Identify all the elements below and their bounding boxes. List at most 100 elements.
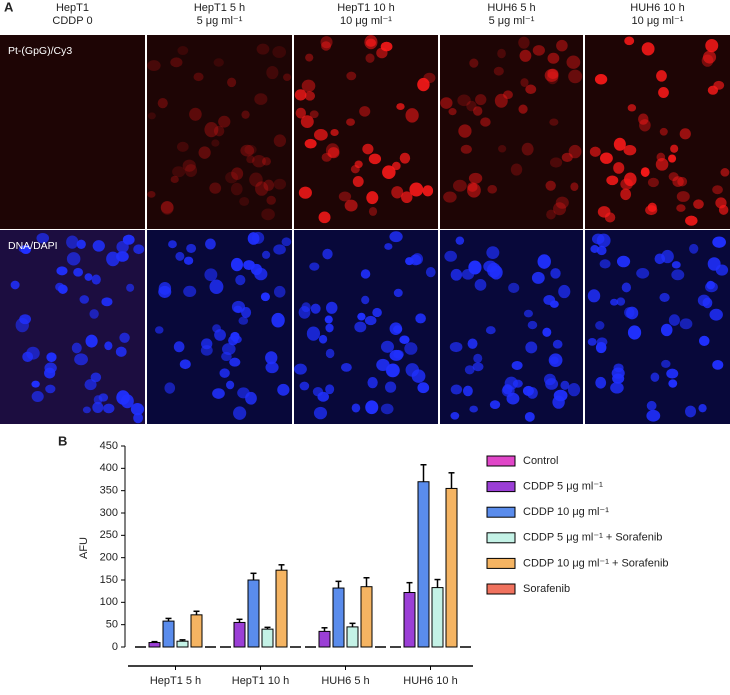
cell-nucleus <box>362 143 374 155</box>
cell-nucleus <box>304 91 316 101</box>
cell-nucleus <box>596 245 607 256</box>
cell-nucleus <box>587 337 597 346</box>
cell-nucleus <box>261 157 271 166</box>
cell-nucleus <box>263 179 275 191</box>
cell-nucleus <box>101 297 113 307</box>
cell-nucleus <box>460 144 472 154</box>
cell-nucleus <box>295 107 306 119</box>
cell-nucleus <box>409 182 424 197</box>
cell-nucleus <box>277 383 290 396</box>
cell-nucleus <box>526 387 538 399</box>
cell-nucleus <box>423 72 436 84</box>
cell-nucleus <box>361 295 370 305</box>
cell-nucleus <box>718 204 729 215</box>
cell-nucleus <box>650 372 660 382</box>
cell-nucleus <box>595 321 605 330</box>
cell-nucleus <box>712 359 724 370</box>
cell-nucleus <box>359 106 371 117</box>
cell-nucleus <box>661 249 674 264</box>
cell-nucleus <box>656 70 667 82</box>
cell-nucleus <box>401 191 413 204</box>
cell-nucleus <box>255 181 269 196</box>
cell-nucleus <box>229 357 241 367</box>
cell-nucleus <box>164 382 176 394</box>
cell-nucleus <box>300 115 314 129</box>
cell-nucleus <box>133 412 144 424</box>
cell-nucleus <box>376 47 388 59</box>
cell-nucleus <box>393 325 403 334</box>
cell-nucleus <box>523 309 533 318</box>
cell-nucleus <box>405 108 419 123</box>
cell-nucleus <box>325 301 338 314</box>
cell-nucleus <box>638 113 649 125</box>
cell-nucleus <box>685 215 698 226</box>
cell-nucleus <box>184 164 198 178</box>
cell-nucleus <box>549 300 559 308</box>
cell-nucleus <box>600 152 613 164</box>
cell-nucleus <box>301 302 311 313</box>
cell-nucleus <box>273 244 286 255</box>
legend-label: CDDP 5 μg ml⁻¹ <box>523 481 603 493</box>
cell-nucleus <box>676 191 690 202</box>
cell-nucleus <box>417 77 430 92</box>
cell-nucleus <box>154 326 164 334</box>
cell-nucleus <box>18 245 27 253</box>
cell-nucleus <box>493 66 504 76</box>
cell-nucleus <box>322 248 333 260</box>
cell-nucleus <box>325 348 335 359</box>
cell-nucleus <box>703 50 717 64</box>
cell-nucleus <box>239 196 250 206</box>
cell-nucleus <box>679 318 693 330</box>
cell-nucleus <box>115 346 127 357</box>
cell-nucleus <box>265 361 279 374</box>
y-tick-label: 100 <box>100 596 118 608</box>
cell-nucleus <box>693 199 704 210</box>
cell-nucleus <box>415 313 426 324</box>
cell-nucleus <box>494 93 508 108</box>
cell-nucleus <box>566 55 581 69</box>
cell-nucleus <box>520 78 529 87</box>
cell-nucleus <box>595 376 607 389</box>
cell-nucleus <box>240 144 255 157</box>
cell-nucleus <box>384 381 397 393</box>
cell-nucleus <box>422 185 434 197</box>
cell-nucleus <box>449 341 463 353</box>
cell-nucleus <box>84 273 93 281</box>
cell-nucleus <box>475 94 487 106</box>
column-header: 5 μg ml⁻¹ <box>197 15 243 27</box>
cell-nucleus <box>587 289 601 303</box>
cell-nucleus <box>266 65 279 80</box>
cell-nucleus <box>306 326 321 341</box>
cell-nucleus <box>226 380 235 390</box>
cell-nucleus <box>177 46 189 56</box>
cell-nucleus <box>368 153 382 165</box>
micrograph <box>440 35 583 229</box>
cell-nucleus <box>320 36 333 49</box>
cell-nucleus <box>620 188 632 201</box>
cell-nucleus <box>469 58 479 68</box>
cell-nucleus <box>90 372 102 383</box>
cell-nucleus <box>661 359 671 368</box>
cell-nucleus <box>360 269 371 279</box>
cell-nucleus <box>368 206 378 216</box>
cell-nucleus <box>542 327 552 337</box>
bar <box>247 579 260 648</box>
cell-nucleus <box>365 38 377 47</box>
cell-nucleus <box>119 332 130 343</box>
cell-nucleus <box>679 128 691 140</box>
cell-nucleus <box>231 167 244 180</box>
cell-nucleus <box>157 97 168 109</box>
cell-nucleus <box>647 177 659 188</box>
cell-nucleus <box>66 252 81 266</box>
cell-nucleus <box>467 182 478 192</box>
cell-nucleus <box>299 381 310 391</box>
cell-nucleus <box>486 246 500 260</box>
cell-nucleus <box>227 77 237 88</box>
legend-label: CDDP 5 μg ml⁻¹ + Sorafenib <box>523 532 662 544</box>
cell-nucleus <box>519 49 532 62</box>
cell-nucleus <box>552 339 563 349</box>
cell-nucleus <box>147 190 156 198</box>
cell-nucleus <box>104 341 113 351</box>
column-header: HUH6 10 h <box>630 2 684 14</box>
